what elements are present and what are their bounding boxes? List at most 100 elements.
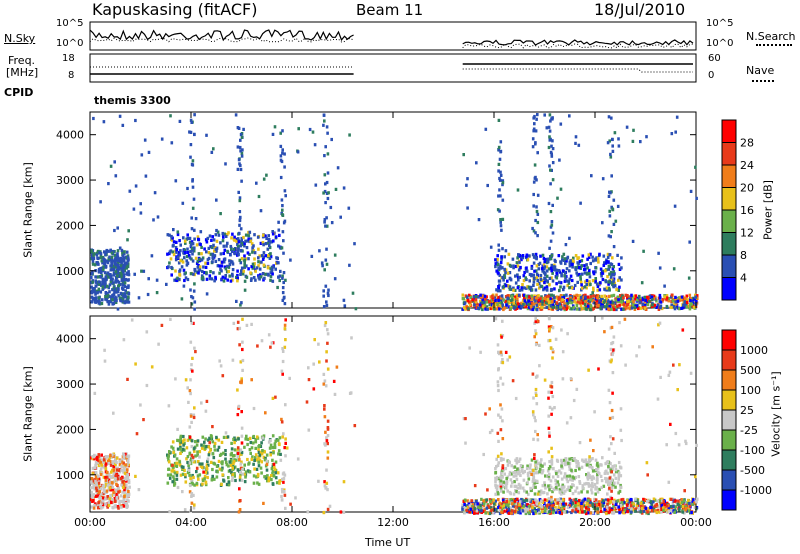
echo-cell [248, 252, 251, 256]
echo-cell [516, 273, 519, 277]
echo-cell [234, 478, 237, 483]
echo-cell [466, 295, 469, 299]
echo-cell [545, 265, 549, 269]
echo-cell [603, 294, 606, 298]
echo-cell [611, 467, 614, 472]
echo-cell [211, 440, 215, 444]
echo-cell [521, 299, 525, 303]
echo-cell [104, 294, 107, 299]
echo-cell [325, 247, 328, 251]
echo-cell [257, 256, 260, 260]
echo-cell [559, 281, 563, 285]
echo-cell [516, 256, 519, 260]
echo-cell [684, 302, 688, 306]
echo-cell [160, 137, 164, 141]
echo-cell [254, 446, 257, 450]
echo-cell [596, 507, 599, 511]
echo-cell [503, 255, 506, 259]
echo-cell [583, 482, 586, 486]
echo-cell [499, 224, 503, 228]
echo-cell [171, 236, 174, 240]
echo-cell [268, 245, 272, 250]
echo-cell [116, 249, 120, 253]
echo-cell [611, 464, 614, 469]
echo-cell [343, 304, 347, 308]
echo-cell [112, 292, 116, 296]
echo-cell [569, 298, 572, 302]
echo-cell [550, 220, 554, 224]
echo-cell [672, 304, 675, 308]
echo-cell [251, 246, 254, 250]
echo-cell [609, 155, 613, 159]
echo-cell [561, 269, 565, 273]
echo-cell [114, 265, 117, 269]
echo-cell [596, 294, 600, 298]
echo-cell [550, 144, 553, 148]
echo-cell [513, 480, 516, 484]
echo-cell [227, 480, 231, 484]
echo-cell [181, 439, 185, 443]
echo-cell [127, 300, 131, 304]
echo-cell [272, 451, 275, 455]
echo-cell [607, 234, 611, 238]
echo-cell [271, 458, 274, 462]
echo-cell [534, 218, 537, 223]
echo-cell [262, 434, 266, 438]
echo-cell [111, 474, 115, 478]
echo-cell [124, 295, 128, 299]
echo-cell [534, 299, 537, 303]
echo-cell [585, 286, 588, 290]
echo-cell [586, 257, 589, 261]
echo-cell [266, 272, 269, 276]
echo-cell [538, 492, 542, 496]
echo-cell [183, 278, 186, 283]
echo-cell [97, 481, 101, 485]
echo-cell [206, 459, 209, 463]
echo-cell [111, 298, 114, 302]
echo-cell [112, 490, 115, 494]
echo-cell [562, 306, 565, 310]
echo-cell [236, 237, 240, 241]
echo-cell [190, 453, 194, 457]
echo-cell [548, 505, 551, 509]
echo-cell [523, 499, 526, 503]
echo-cell [493, 295, 497, 299]
echo-cell [98, 494, 101, 498]
echo-cell [513, 288, 517, 292]
echo-cell [182, 236, 185, 240]
echo-cell [200, 258, 204, 262]
echo-cell [543, 280, 546, 285]
echo-cell [118, 296, 122, 300]
echo-cell [108, 255, 111, 259]
echo-cell [275, 481, 279, 485]
echo-cell [238, 508, 242, 512]
echo-cell [599, 307, 603, 311]
echo-cell [236, 327, 240, 331]
echo-cell [179, 447, 182, 451]
echo-cell [475, 305, 479, 310]
echo-cell [542, 256, 546, 261]
echo-cell [186, 261, 189, 265]
echo-cell [283, 327, 287, 331]
echo-cell [621, 507, 625, 511]
echo-cell [571, 286, 574, 290]
echo-cell [221, 231, 225, 236]
echo-cell [107, 257, 111, 261]
echo-cell [681, 510, 685, 514]
echo-cell [263, 276, 266, 280]
echo-cell [240, 450, 244, 455]
echo-cell [232, 461, 235, 465]
echo-cell [553, 300, 556, 304]
echo-cell [586, 266, 589, 270]
echo-cell [595, 302, 599, 306]
echo-cell [284, 338, 287, 342]
echo-cell [257, 194, 261, 199]
echo-cell [620, 278, 623, 282]
echo-cell [268, 446, 272, 450]
echo-cell [618, 276, 621, 280]
echo-cell [122, 294, 125, 298]
echo-cell [555, 282, 558, 286]
echo-cell [481, 298, 484, 302]
echo-cell [589, 295, 593, 299]
echo-cell [531, 226, 534, 231]
